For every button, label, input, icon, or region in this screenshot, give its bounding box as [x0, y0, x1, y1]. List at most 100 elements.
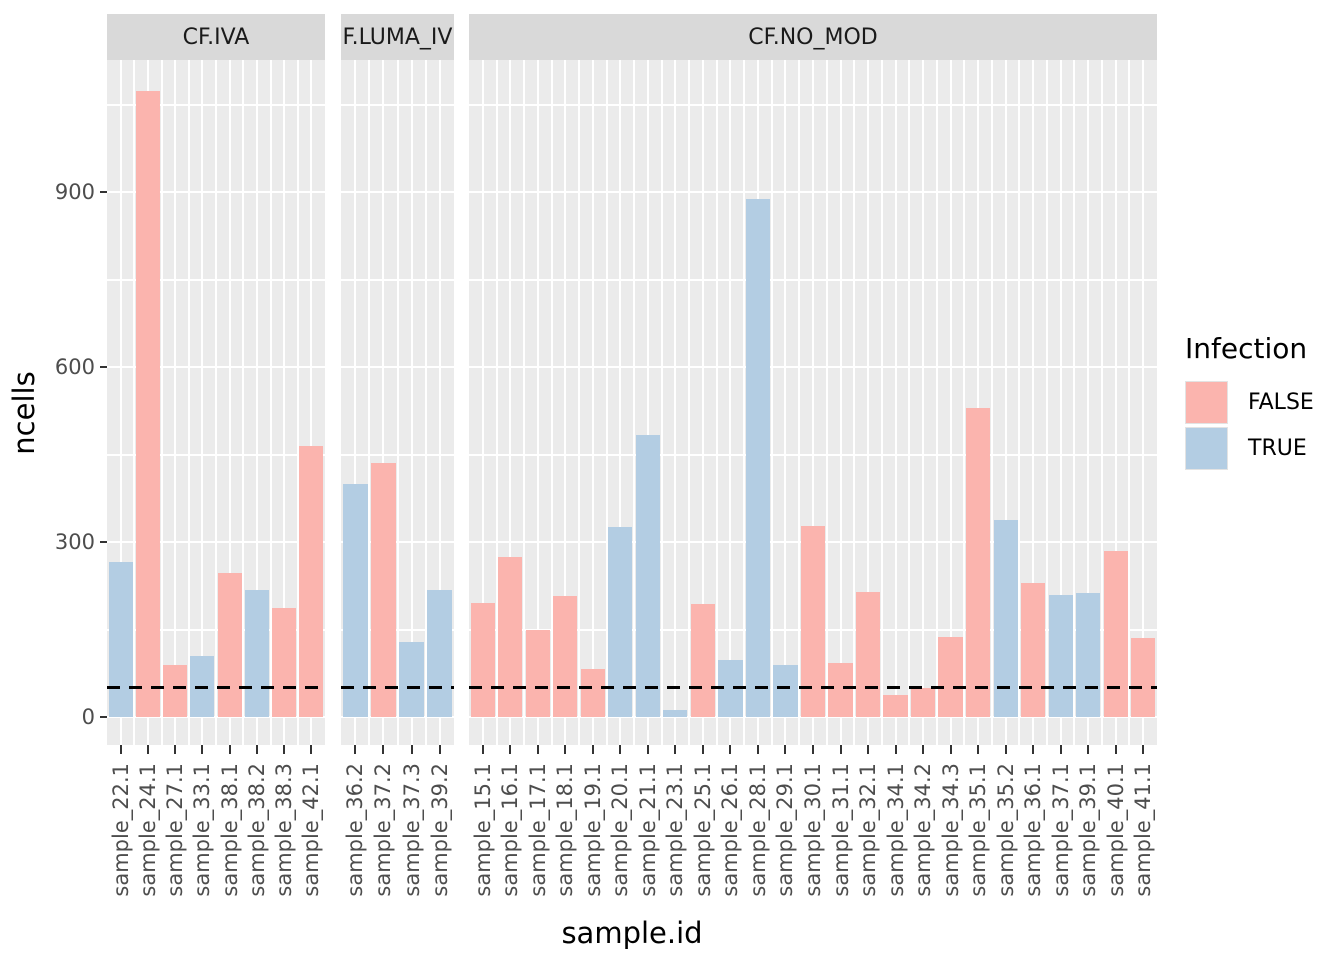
bar-sample_38.1 — [217, 572, 242, 717]
y-axis-tick — [100, 366, 107, 368]
x-axis-tick — [894, 745, 897, 754]
x-major-gridline — [949, 60, 952, 745]
facet-strip-label: F.LUMA_IV — [342, 24, 453, 50]
x-tick-label: sample_35.2 — [993, 763, 1018, 897]
x-tick-label: sample_15.1 — [470, 763, 495, 897]
x-tick-label: sample_30.1 — [801, 763, 825, 897]
y-axis-tick-label: 300 — [54, 530, 95, 554]
x-axis-tick — [646, 745, 649, 754]
x-major-gridline — [1059, 60, 1062, 745]
x-major-gridline — [646, 60, 649, 745]
x-axis-tick — [1114, 745, 1117, 754]
legend-entry-false: FALSE — [1185, 381, 1314, 424]
x-axis-tick — [1059, 745, 1062, 754]
bar-sample_29.1 — [773, 665, 798, 717]
x-axis-tick — [867, 745, 870, 754]
x-axis-tick — [812, 745, 814, 754]
bar-sample_40.1 — [1103, 550, 1128, 717]
x-major-gridline — [438, 60, 441, 745]
x-tick-label: sample_35.1 — [966, 763, 991, 897]
x-axis-tick — [146, 745, 149, 754]
x-minor-gridline — [935, 60, 938, 745]
x-minor-gridline — [853, 60, 856, 745]
bar-sample_38.3 — [272, 607, 297, 717]
x-major-gridline — [382, 60, 385, 745]
x-minor-gridline — [242, 60, 245, 745]
x-tick-label: sample_23.1 — [663, 763, 688, 897]
bar-sample_34.2 — [910, 688, 936, 717]
x-tick-label: sample_34.3 — [938, 763, 963, 897]
x-axis-tick — [310, 745, 313, 754]
x-tick-label: sample_38.1 — [217, 763, 242, 897]
legend-title: Infection — [1185, 332, 1308, 365]
bar-sample_27.1 — [163, 665, 188, 717]
x-minor-gridline — [605, 60, 608, 745]
y-axis-tick-label: 900 — [54, 180, 95, 204]
bar-sample_23.1 — [663, 710, 688, 717]
x-minor-gridline — [187, 60, 190, 745]
legend-entry-true: TRUE — [1185, 427, 1314, 470]
x-minor-gridline — [825, 60, 828, 745]
bar-sample_34.1 — [883, 694, 908, 717]
x-tick-label: sample_37.1 — [1048, 763, 1073, 897]
x-major-gridline — [174, 60, 177, 745]
x-major-gridline — [255, 60, 258, 745]
x-minor-gridline — [368, 60, 371, 745]
x-minor-gridline — [660, 60, 663, 745]
bar-sample_21.1 — [635, 435, 660, 717]
x-axis-tick — [839, 745, 842, 754]
x-tick-label: sample_41.1 — [1131, 763, 1156, 897]
x-axis-tick — [1142, 745, 1145, 754]
x-tick-label: sample_39.1 — [1076, 763, 1101, 897]
bar-sample_42.1 — [299, 445, 324, 717]
x-major-gridline — [1004, 60, 1007, 745]
x-major-gridline — [536, 60, 539, 745]
x-tick-label: sample_38.2 — [244, 763, 269, 897]
x-major-gridline — [922, 60, 925, 745]
x-tick-label: sample_18.1 — [553, 763, 578, 897]
x-axis-tick — [354, 745, 357, 754]
x-axis-tick — [382, 745, 385, 754]
x-tick-label: sample_27.1 — [163, 763, 188, 897]
bar-sample_28.1 — [745, 199, 771, 717]
bar-sample_37.3 — [399, 641, 425, 717]
x-major-gridline — [729, 60, 732, 745]
legend-label-true: TRUE — [1248, 436, 1307, 461]
x-tick-label: sample_24.1 — [135, 763, 160, 897]
x-minor-gridline — [743, 60, 746, 745]
x-axis-tick — [255, 745, 258, 754]
x-minor-gridline — [495, 60, 498, 745]
x-axis-tick — [438, 745, 441, 754]
x-axis-tick — [729, 745, 732, 754]
x-tick-label: sample_38.3 — [272, 763, 297, 897]
x-major-gridline — [1032, 60, 1035, 745]
x-axis-tick — [756, 745, 759, 754]
x-axis-tick — [509, 745, 512, 754]
x-major-gridline — [228, 60, 231, 745]
x-major-gridline — [201, 60, 204, 745]
x-major-gridline — [701, 60, 704, 745]
facet-strip: CF.NO_MOD — [469, 14, 1157, 60]
facet-panel — [107, 60, 325, 745]
x-major-gridline — [867, 60, 870, 745]
x-tick-label: sample_42.1 — [299, 763, 324, 897]
y-axis-tick-label: 600 — [54, 355, 95, 379]
x-tick-label: sample_36.2 — [343, 763, 368, 897]
x-axis-tick — [1032, 745, 1035, 754]
bar-sample_36.2 — [342, 483, 368, 717]
x-axis-tick — [481, 745, 484, 754]
y-axis-tick — [100, 716, 107, 718]
x-major-gridline — [591, 60, 594, 745]
x-minor-gridline — [133, 60, 136, 745]
x-axis-tick — [701, 745, 704, 754]
x-major-gridline — [894, 60, 897, 745]
bar-sample_18.1 — [553, 596, 578, 717]
x-minor-gridline — [908, 60, 911, 745]
x-minor-gridline — [990, 60, 993, 745]
legend-key-false-swatch — [1185, 381, 1228, 424]
threshold-dashed-line — [341, 686, 454, 690]
x-tick-label: sample_20.1 — [608, 763, 633, 897]
bar-sample_20.1 — [608, 527, 633, 717]
x-tick-label: sample_26.1 — [718, 763, 743, 897]
